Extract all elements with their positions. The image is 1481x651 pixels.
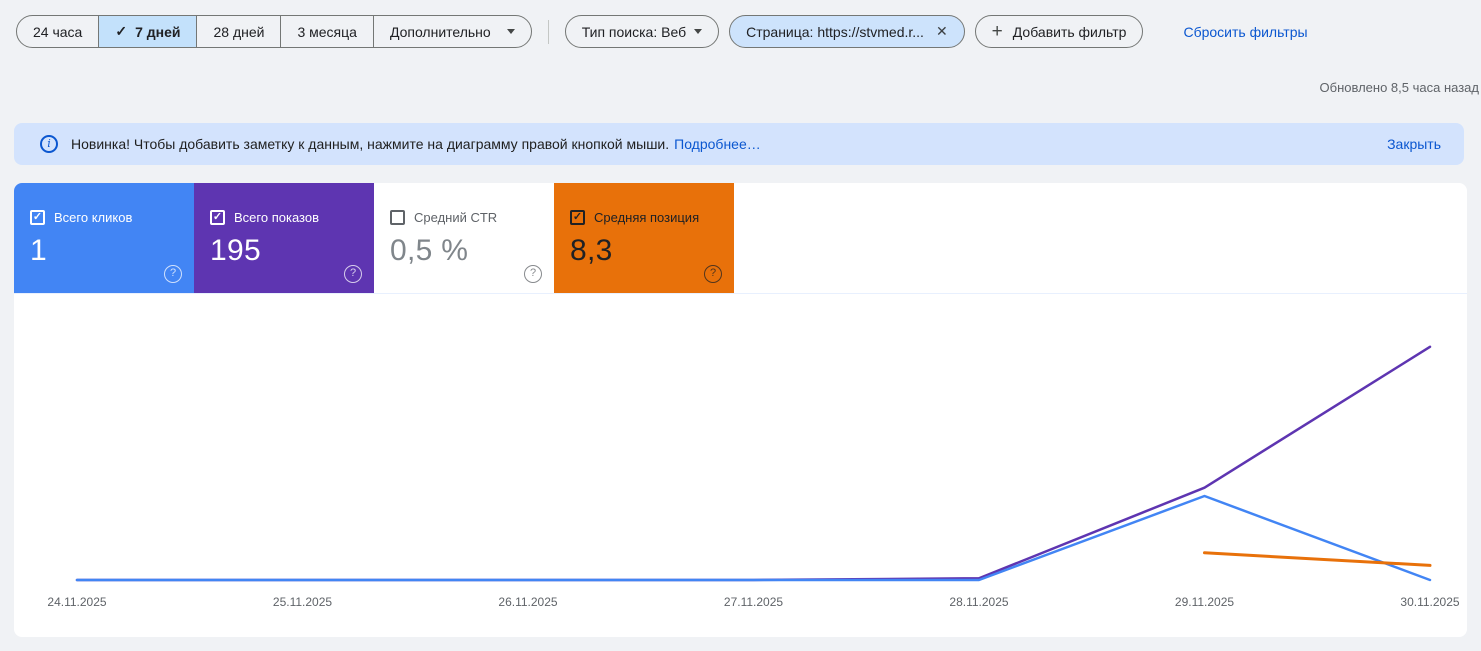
date-range-more-button[interactable]: Дополнительно <box>372 16 531 47</box>
x-axis-label: 30.11.2025 <box>1400 595 1460 609</box>
checkbox-checked-icon[interactable]: ✓ <box>570 210 585 225</box>
checkbox-checked-icon[interactable]: ✓ <box>30 210 45 225</box>
checkbox-checked-icon[interactable]: ✓ <box>210 210 225 225</box>
x-axis-label: 27.11.2025 <box>723 595 784 609</box>
add-filter-button[interactable]: + Добавить фильтр <box>974 15 1144 48</box>
caret-down-icon <box>694 29 703 34</box>
metric-label-ctr: Средний CTR <box>414 210 498 225</box>
help-icon[interactable]: ? <box>164 265 182 283</box>
close-icon[interactable]: ✕ <box>935 23 948 39</box>
metric-card-total-clicks[interactable]: ✓ Всего кликов 1 ? <box>14 183 194 293</box>
metric-value-position: 8,3 <box>570 234 613 267</box>
metric-label-position: Средняя позиция <box>594 210 700 225</box>
help-icon[interactable]: ? <box>344 265 362 283</box>
info-icon: i <box>40 135 58 153</box>
reset-filters-link[interactable]: Сбросить фильтры <box>1183 23 1308 40</box>
date-range-28d[interactable]: 28 дней <box>196 16 280 47</box>
plus-icon: + <box>991 21 1003 42</box>
metric-card-average-ctr[interactable]: Средний CTR 0,5 % ? <box>374 183 554 293</box>
chart-area: 24.11.2025 25.11.2025 26.11.2025 27.11.2025… <box>14 293 1467 637</box>
date-range-more-label: Дополнительно <box>389 23 491 40</box>
date-range-7d[interactable]: ✓ 7 дней <box>98 16 197 47</box>
date-range-3m-label: 3 месяца <box>297 23 357 40</box>
metric-tiles: ✓ Всего кликов 1 ? ✓ Всего показов 195 ?… <box>14 183 1467 294</box>
date-range-3m[interactable]: 3 месяца <box>280 16 372 47</box>
performance-chart[interactable] <box>14 293 1467 593</box>
metric-label-clicks: Всего кликов <box>54 210 133 225</box>
filters-toolbar: 24 часа ✓ 7 дней 28 дней 3 месяца Дополн… <box>16 15 1467 48</box>
checkbox-unchecked-icon[interactable] <box>390 210 405 225</box>
help-icon[interactable]: ? <box>704 265 722 283</box>
date-range-7d-label: 7 дней <box>135 23 181 40</box>
impressions-line <box>75 345 1432 582</box>
date-range-group: 24 часа ✓ 7 дней 28 дней 3 месяца Дополн… <box>16 15 532 48</box>
toolbar-divider <box>547 19 549 44</box>
metric-card-average-position[interactable]: ✓ Средняя позиция 8,3 ? <box>554 183 734 293</box>
banner-text: Новинка! Чтобы добавить заметку к данным… <box>71 136 670 152</box>
x-axis-label: 24.11.2025 <box>47 595 107 609</box>
metric-value-impressions: 195 <box>210 234 261 267</box>
x-axis-label: 29.11.2025 <box>1174 595 1235 609</box>
performance-card: ✓ Всего кликов 1 ? ✓ Всего показов 195 ?… <box>14 183 1467 637</box>
help-icon[interactable]: ? <box>524 265 542 283</box>
date-range-24h-label: 24 часа <box>33 23 83 40</box>
metric-label-impressions: Всего показов <box>234 210 319 225</box>
x-axis-label: 28.11.2025 <box>949 595 1009 609</box>
caret-down-icon <box>506 29 515 34</box>
metric-value-clicks: 1 <box>30 234 47 267</box>
x-axis-labels: 24.11.2025 25.11.2025 26.11.2025 27.11.2025… <box>14 595 1467 615</box>
page-filter-chip-label: Страница: https://stvmed.r... <box>746 23 924 40</box>
metric-value-ctr: 0,5 % <box>390 234 469 267</box>
position-line <box>1203 551 1432 567</box>
x-axis-label: 26.11.2025 <box>498 595 558 609</box>
date-range-28d-label: 28 дней <box>213 23 265 40</box>
new-feature-banner: i Новинка! Чтобы добавить заметку к данн… <box>14 123 1464 165</box>
clicks-line <box>75 494 1432 582</box>
search-type-chip[interactable]: Тип поиска: Веб <box>564 15 720 48</box>
updated-timestamp: Обновлено 8,5 часа назад <box>1319 80 1479 95</box>
banner-more-link[interactable]: Подробнее… <box>674 136 761 152</box>
page-filter-chip[interactable]: Страница: https://stvmed.r... ✕ <box>729 15 965 48</box>
add-filter-label: Добавить фильтр <box>1012 23 1127 40</box>
date-range-24h[interactable]: 24 часа <box>17 16 98 47</box>
x-axis-label: 25.11.2025 <box>272 595 333 609</box>
metric-card-total-impressions[interactable]: ✓ Всего показов 195 ? <box>194 183 374 293</box>
search-type-chip-label: Тип поиска: Веб <box>581 23 687 40</box>
banner-close-link[interactable]: Закрыть <box>1387 136 1441 152</box>
check-icon: ✓ <box>115 23 128 39</box>
